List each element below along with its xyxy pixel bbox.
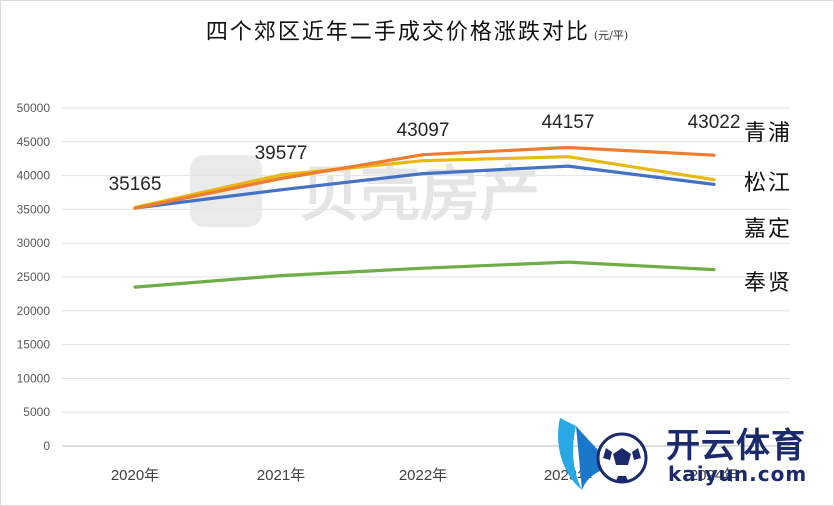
chart-title: 四个郊区近年二手成交价格涨跌对比 [205,20,590,45]
data-label: 43097 [397,120,450,141]
y-tick-label: 5000 [23,405,50,419]
series-lines [133,145,716,289]
x-axis: 2020年 2021年 2022年 2023年 2024年 [111,467,738,484]
series-line [133,145,716,210]
series-line [133,164,716,210]
series-label: 奉贤 [744,271,792,296]
series-label: 松江 [744,171,792,196]
data-label: 35165 [109,174,162,195]
series-label: 嘉定 [744,217,792,242]
y-tick-label: 35000 [17,202,51,216]
series-label: 青浦 [744,121,792,146]
y-tick-label: 20000 [17,304,51,318]
chart-unit: (元/平) [593,29,629,42]
x-tick-label: 2024年 [690,467,738,484]
data-label: 39577 [255,143,308,164]
brand-name: 开云体育 [666,418,806,467]
x-tick-label: 2023年 [544,467,592,484]
y-tick-label: 0 [43,439,50,453]
y-axis: 0 5000 10000 15000 20000 25000 30000 35000 40000… [17,101,51,453]
series-line [133,260,716,289]
x-tick-label: 2021年 [257,467,305,484]
y-tick-label: 50000 [17,101,51,115]
brand-name-text: 开云体育 [666,426,806,466]
brand-url: kaiyun.com [668,462,808,486]
watermark-text: 贝壳房产 [300,160,540,230]
y-tick-label: 30000 [17,236,51,250]
y-tick-label: 10000 [17,371,51,385]
y-tick-label: 25000 [17,270,51,284]
gridlines [62,107,790,447]
x-tick-label: 2020年 [111,467,159,484]
chart-title-block: 四个郊区近年二手成交价格涨跌对比 (元/平) [0,14,834,46]
data-label: 44157 [542,112,595,133]
y-tick-label: 45000 [17,135,51,149]
data-label: 43022 [688,112,741,133]
kaiyun-logo-icon [558,418,648,490]
data-labels: 35165 39577 43097 44157 43022 [109,112,741,195]
y-tick-label: 15000 [17,338,51,352]
series-line [133,155,716,209]
x-tick-label: 2022年 [399,467,447,484]
y-tick-label: 40000 [17,169,51,183]
